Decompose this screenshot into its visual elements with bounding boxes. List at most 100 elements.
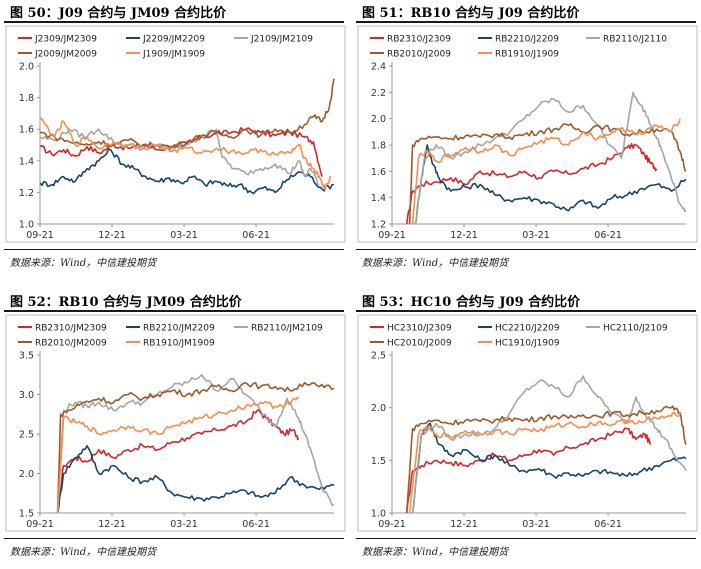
legend-item: RB2010/J2009: [370, 50, 451, 60]
y-tick-label: 1.2: [371, 220, 386, 231]
legend-label: RB2210/JM2209: [143, 324, 215, 334]
series-line: [40, 78, 335, 149]
series-line: [40, 117, 332, 190]
chart-legend: HC2310/J2309 HC2210/J2209 HC2110/J2109 HC20…: [370, 324, 668, 349]
legend-item: HC2110/J2109: [586, 324, 668, 334]
plot-area: [40, 78, 335, 195]
legend-label: J2009/JM2009: [34, 50, 97, 60]
series-line: [56, 396, 300, 513]
series-line: [56, 374, 335, 513]
y-tick-label: 1.5: [371, 456, 386, 467]
x-tick-label: 06-21: [242, 230, 270, 241]
line-chart: RB2310/J2309 RB2210/J2209 RB2110/J2110 RB20…: [357, 25, 698, 243]
y-tick-label: 1.4: [19, 156, 34, 167]
legend-label: J2209/JM2209: [142, 35, 205, 45]
source-note: 数据来源：Wind，中信建投期货: [10, 258, 157, 269]
chart-legend: RB2310/J2309 RB2210/J2209 RB2110/J2110 RB20…: [370, 35, 667, 60]
source-note: 数据来源：Wind，中信建投期货: [362, 258, 509, 269]
chart-frame: [5, 314, 346, 532]
legend-item: RB2310/JM2309: [18, 324, 107, 334]
legend-label: RB2310/JM2309: [35, 324, 107, 334]
x-tick-label: 03-21: [522, 230, 550, 241]
series-line: [40, 128, 320, 186]
chart-frame: [357, 314, 698, 532]
y-tick-label: 2.0: [371, 114, 386, 125]
y-tick-label: 1.6: [19, 125, 34, 136]
chart-panel-50: 图 50：J09 合约与 JM09 合约比价 J2309/JM2309 J2209…: [4, 0, 349, 280]
y-tick-label: 2.4: [371, 62, 386, 73]
legend-label: HC1910/J1909: [495, 339, 560, 349]
y-tick-label: 1.5: [19, 509, 34, 520]
x-tick-label: 09-21: [378, 519, 406, 530]
source-note: 数据来源：Wind，中信建投期货: [362, 547, 509, 558]
y-tick-label: 1.4: [371, 193, 386, 204]
source-note: 数据来源：Wind，中信建投期货: [10, 547, 157, 558]
legend-label: J1909/JM1909: [142, 50, 205, 60]
legend-item: RB2210/J2209: [478, 35, 559, 45]
y-tick-label: 2.0: [19, 62, 34, 73]
chart-frame: [5, 25, 346, 243]
x-tick-label: 03-21: [170, 230, 198, 241]
legend-label: RB2010/JM2009: [35, 339, 107, 349]
line-chart: HC2310/J2309 HC2210/J2209 HC2110/J2109 HC20…: [357, 314, 698, 532]
legend-label: HC2210/J2209: [495, 324, 560, 334]
series-line: [405, 427, 652, 513]
series-line: [56, 445, 335, 513]
y-tick-label: 2.0: [371, 403, 386, 414]
panel-title: 图 52：RB10 合约与 JM09 合约比价: [10, 295, 242, 310]
y-tick-label: 1.2: [19, 188, 34, 199]
footer-rule: [4, 538, 344, 539]
legend-label: J2109/JM2109: [250, 35, 313, 45]
x-tick-label: 09-21: [26, 519, 54, 530]
y-tick-label: 3.5: [19, 351, 34, 362]
y-tick-label: 2.5: [371, 351, 386, 362]
legend-item: HC2010/J2009: [370, 339, 452, 349]
title-rule: [356, 310, 696, 312]
title-rule: [4, 310, 344, 312]
legend-label: RB2310/J2309: [387, 35, 451, 45]
x-tick-label: 09-21: [26, 230, 54, 241]
series-line: [411, 375, 687, 513]
panel-title: 图 51：RB10 合约与 J09 合约比价: [362, 6, 580, 21]
legend-item: RB2310/J2309: [370, 35, 451, 45]
legend-label: RB2110/J2110: [603, 35, 667, 45]
title-rule: [356, 21, 696, 23]
legend-item: RB2010/JM2009: [18, 339, 107, 349]
legend-item: J2109/JM2109: [234, 35, 313, 45]
legend-item: J2209/JM2209: [126, 35, 205, 45]
x-tick-label: 06-21: [242, 519, 270, 530]
x-tick-label: 06-21: [594, 230, 622, 241]
legend-label: RB2110/JM2109: [251, 324, 323, 334]
x-tick-label: 06-21: [594, 519, 622, 530]
panel-title: 图 50：J09 合约与 JM09 合约比价: [10, 6, 227, 21]
y-tick-label: 2.2: [371, 88, 386, 99]
legend-item: HC2310/J2309: [370, 324, 452, 334]
x-tick-label: 12-21: [98, 230, 126, 241]
chart-frame: [357, 25, 698, 243]
series-line: [411, 422, 687, 513]
y-tick-label: 1.8: [19, 93, 34, 104]
chart-panel-53: 图 53：HC10 合约与 J09 合约比价 HC2310/J2309 HC221…: [356, 289, 701, 569]
chart-panel-51: 图 51：RB10 合约与 J09 合约比价 RB2310/J2309 RB221…: [356, 0, 701, 280]
series-line: [408, 411, 681, 513]
legend-label: RB1910/J1909: [495, 50, 559, 60]
y-tick-label: 1.8: [371, 141, 386, 152]
chart-legend: J2309/JM2309 J2209/JM2209 J2109/JM2109 J200…: [18, 35, 313, 60]
legend-label: HC2010/J2009: [387, 339, 452, 349]
panel-title: 图 53：HC10 合约与 J09 合约比价: [362, 295, 581, 310]
legend-item: RB1910/JM1909: [126, 339, 215, 349]
title-rule: [4, 21, 344, 23]
legend-label: RB2210/J2209: [495, 35, 559, 45]
legend-label: HC2310/J2309: [387, 324, 452, 334]
legend-item: HC2210/J2209: [478, 324, 560, 334]
y-tick-label: 2.5: [19, 430, 34, 441]
x-tick-label: 12-21: [450, 519, 478, 530]
series-line: [411, 118, 681, 224]
legend-label: HC2110/J2109: [603, 324, 668, 334]
legend-label: J2309/JM2309: [34, 35, 97, 45]
line-chart: RB2310/JM2309 RB2210/JM2209 RB2110/JM2109 R…: [5, 314, 346, 532]
legend-item: RB2110/J2110: [586, 35, 667, 45]
legend-item: J1909/JM1909: [126, 50, 205, 60]
x-tick-label: 12-21: [98, 519, 126, 530]
series-line: [405, 405, 687, 513]
